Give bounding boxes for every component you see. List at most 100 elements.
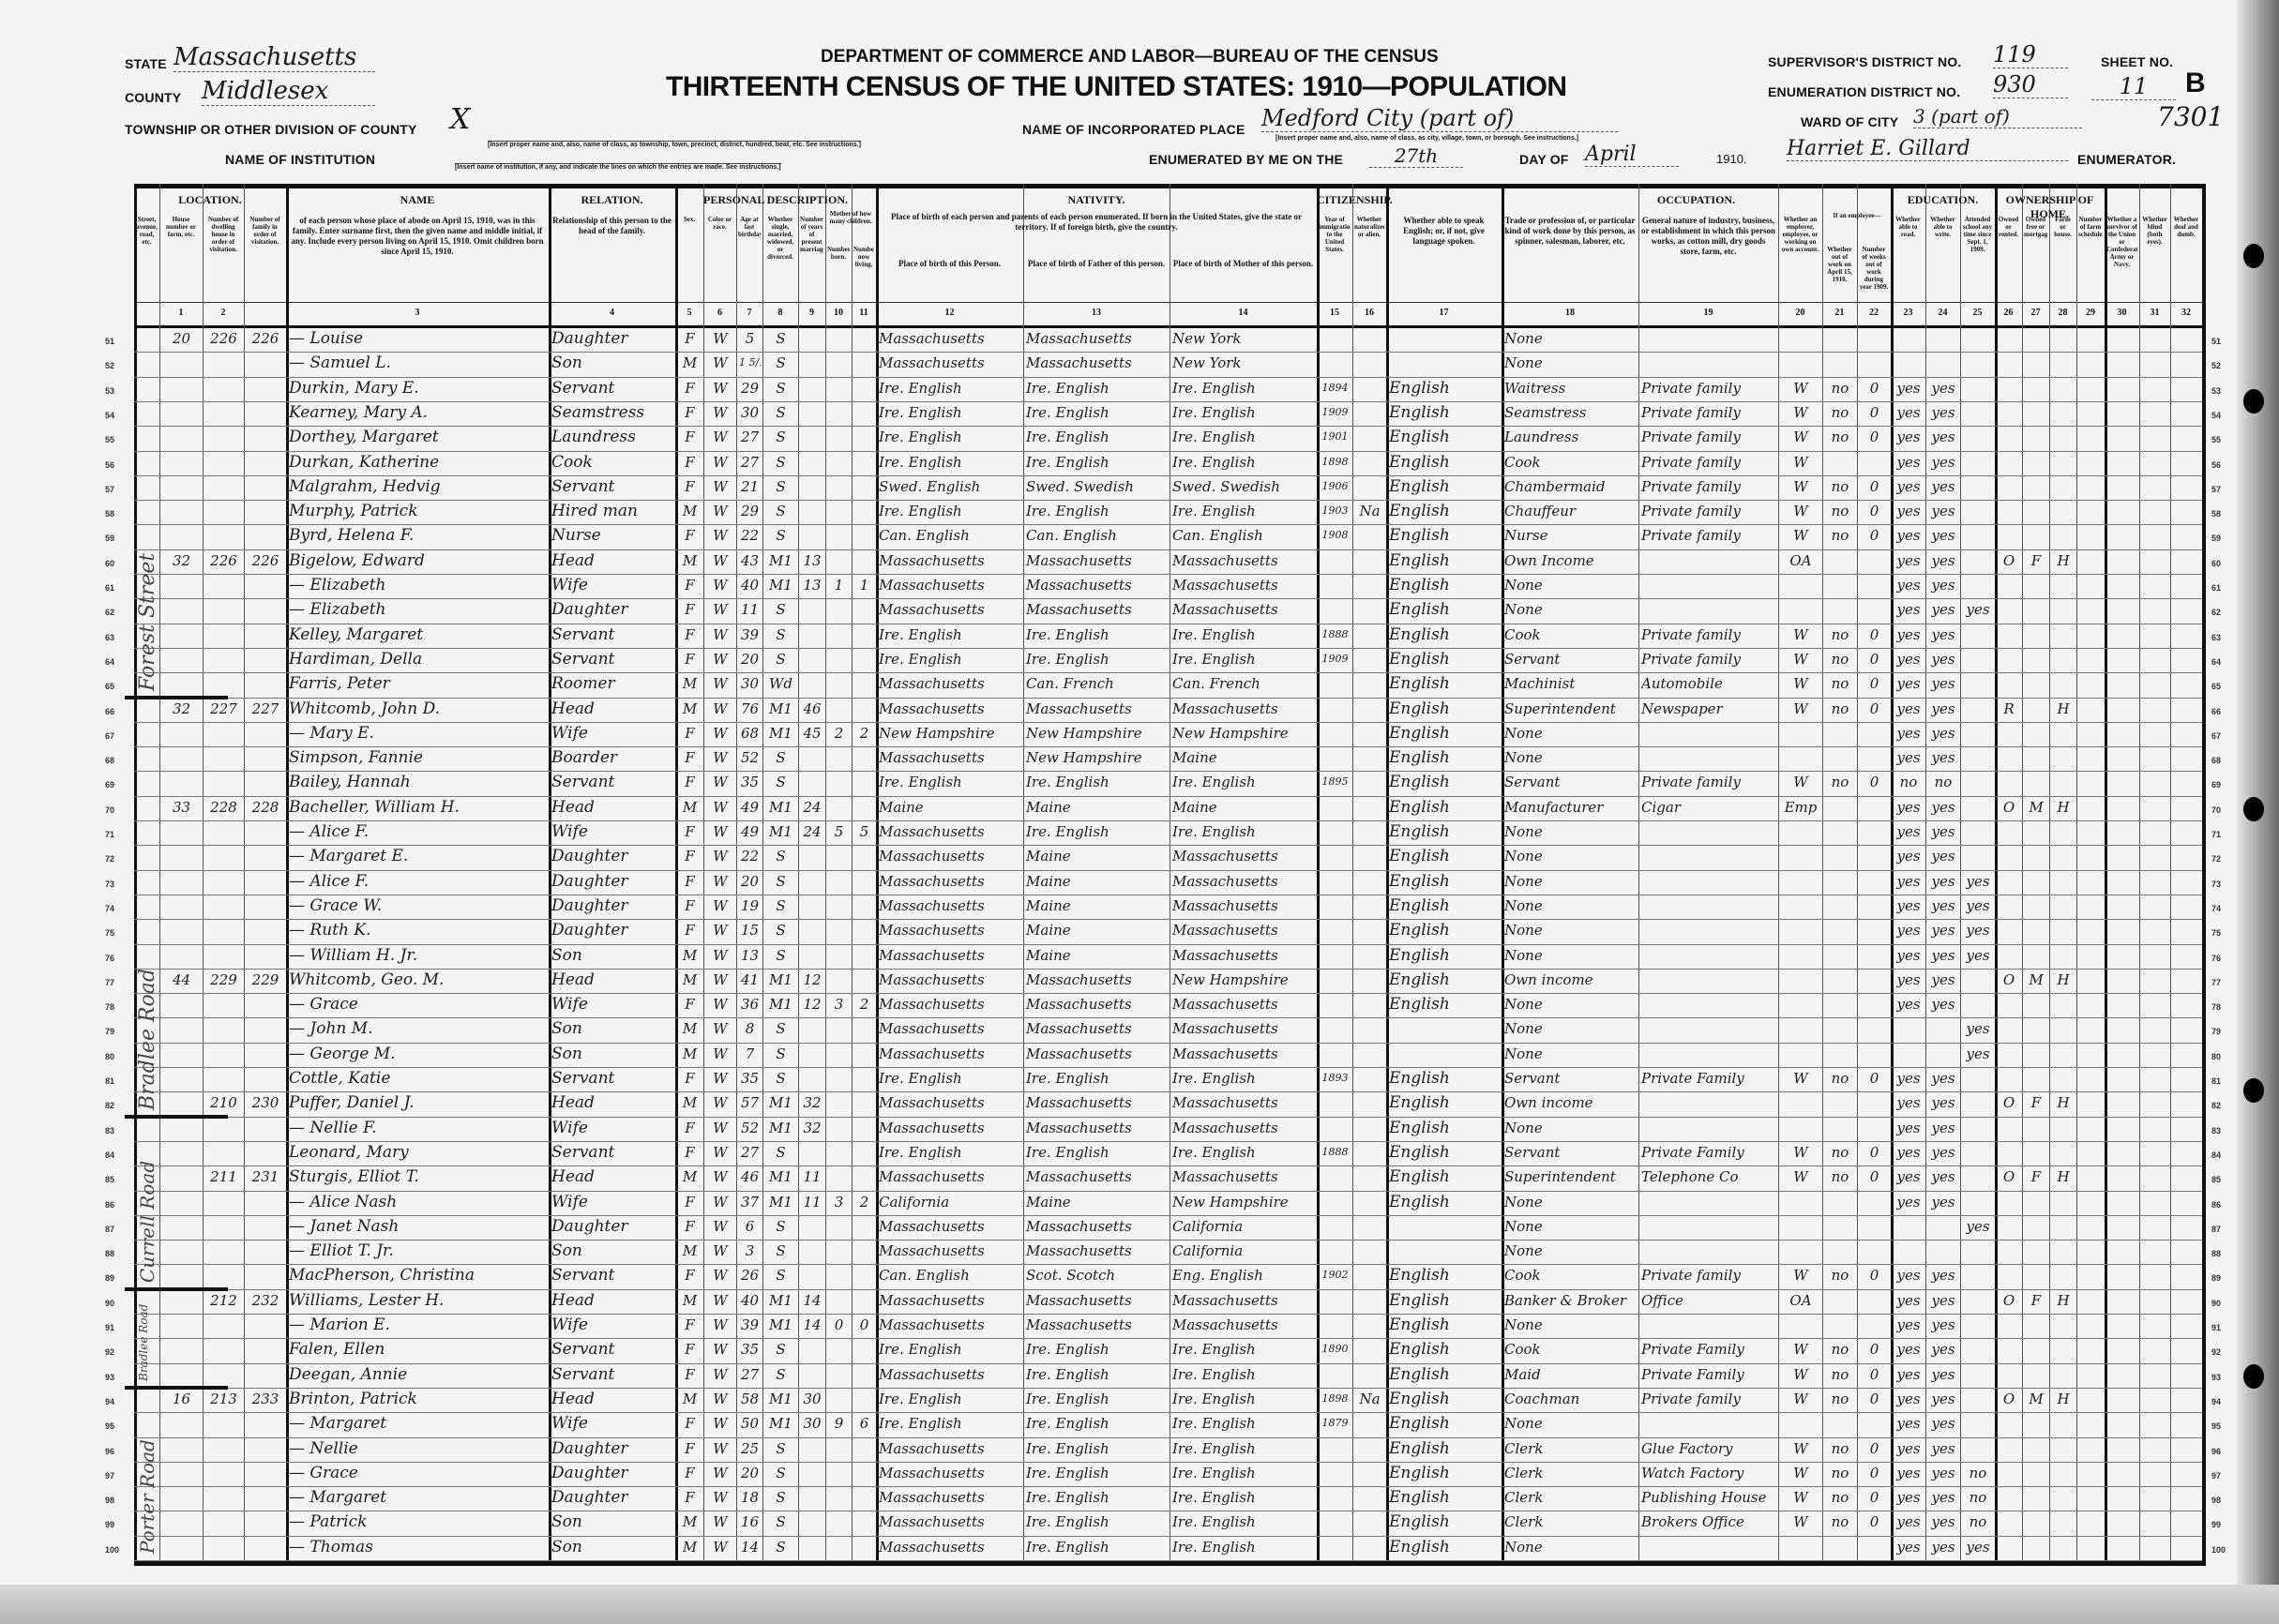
column-header-read: Whether able to read.	[1895, 216, 1921, 238]
cell-sex: F	[685, 996, 695, 1014]
section-personal: PERSONAL DESCRIPTION.	[702, 193, 849, 206]
cell-sex: F	[685, 477, 695, 495]
cell-relation: Wife	[551, 822, 588, 841]
cell-write: yes	[1931, 996, 1955, 1014]
cell-relation: Wife	[551, 995, 588, 1015]
cell-mother-birthplace: Ire. English	[1172, 1070, 1256, 1087]
cell-marital: M1	[769, 1119, 792, 1136]
cell-sex: F	[685, 601, 695, 619]
cell-industry: Watch Factory	[1641, 1464, 1744, 1481]
cell-immigration-year: 1895	[1321, 775, 1349, 789]
cell-immigration-year: 1909	[1321, 652, 1349, 665]
cell-employer-class: W	[1793, 1143, 1808, 1161]
cell-school: no	[1969, 1464, 1987, 1481]
cell-read: no	[1899, 774, 1918, 791]
cell-employer-class: W	[1793, 503, 1808, 520]
cell-age: 27	[740, 1143, 760, 1161]
cell-marital: S	[776, 650, 786, 668]
cell-owned: O	[2002, 798, 2015, 816]
cell-language: English	[1389, 1142, 1450, 1162]
line-number-right: 64	[2211, 656, 2222, 667]
cell-weeks-out: 0	[1869, 1513, 1879, 1531]
cell-father-birthplace: Massachusetts	[1026, 970, 1132, 988]
line-number-left: 80	[105, 1051, 115, 1061]
header-bottom-rule	[134, 325, 2202, 328]
cell-out-of-work: no	[1831, 1464, 1849, 1481]
cell-birthplace: Massachusetts	[879, 1119, 985, 1136]
cell-marital: S	[776, 1045, 786, 1062]
column-header-write: Whether able to write.	[1930, 216, 1955, 238]
section-education: EDUCATION.	[1907, 193, 1979, 206]
cell-mother-birthplace: Maine	[1172, 749, 1217, 767]
cell-read: yes	[1896, 823, 1921, 840]
cell-industry: Private family	[1641, 625, 1741, 643]
line-number-right: 52	[2211, 361, 2222, 371]
cell-marital: M1	[769, 996, 792, 1014]
cell-marital: S	[776, 1464, 786, 1481]
cell-weeks-out: 0	[1869, 675, 1879, 693]
cell-free: M	[2029, 970, 2044, 988]
cell-name: Hardiman, Della	[289, 649, 423, 669]
column-header-out-of-work: Whether out of work on April 15, 1910.	[1827, 246, 1852, 283]
column-number: 31	[2150, 308, 2160, 318]
cell-out-of-work: no	[1831, 503, 1849, 520]
cell-birthplace: Massachusetts	[879, 996, 985, 1014]
enumerator-name: Harriet E. Gillard	[1787, 137, 2068, 161]
cell-industry: Brokers Office	[1641, 1513, 1744, 1531]
cell-read: yes	[1896, 527, 1921, 545]
cell-age: 49	[740, 798, 760, 816]
cell-race: W	[713, 1070, 728, 1087]
column-number: 28	[2058, 308, 2068, 318]
cell-industry: Glue Factory	[1641, 1439, 1733, 1457]
cell-sex: F	[685, 1193, 695, 1210]
cell-race: W	[713, 551, 728, 569]
cell-mother-birthplace: California	[1172, 1242, 1244, 1260]
row-rule	[134, 795, 2202, 797]
column-number: 1	[178, 308, 184, 318]
line-number-right: 54	[2211, 410, 2222, 420]
line-number-left: 98	[105, 1496, 115, 1506]
column-number: 8	[777, 308, 783, 318]
cell-mother-birthplace: Massachusetts	[1172, 996, 1278, 1014]
cell-race: W	[713, 1390, 728, 1407]
row-rule	[134, 1190, 2202, 1192]
cell-owned: R	[2003, 699, 2015, 717]
cell-industry: Private family	[1641, 429, 1741, 446]
cell-read: yes	[1896, 1143, 1921, 1161]
column-header-blind: Whether blind (both eyes).	[2142, 216, 2167, 246]
cell-race: W	[713, 625, 728, 643]
cell-age: 68	[740, 724, 760, 742]
cell-trade: None	[1504, 823, 1543, 840]
cell-birthplace: Ire. English	[879, 774, 962, 791]
cell-race: W	[713, 1341, 728, 1359]
cell-read: yes	[1896, 477, 1921, 495]
cell-trade: None	[1504, 1020, 1543, 1038]
cell-trade: None	[1504, 577, 1543, 594]
line-number-right: 70	[2211, 804, 2222, 815]
cell-sex: F	[685, 527, 695, 545]
cell-father-birthplace: Ire. English	[1026, 1365, 1109, 1383]
cell-race: W	[713, 1094, 728, 1112]
cell-owned: O	[2002, 1291, 2015, 1309]
nativity-note: Place of birth of each person and parent…	[890, 212, 1303, 232]
incorporated-place-label: NAME OF INCORPORATED PLACE	[1022, 122, 1245, 137]
cell-industry: Private family	[1641, 1390, 1741, 1407]
cell-father-birthplace: Ire. English	[1026, 1341, 1109, 1359]
cell-relation: Daughter	[551, 921, 628, 940]
cell-language: English	[1389, 1512, 1450, 1532]
cell-trade: None	[1504, 1316, 1543, 1333]
cell-trade: None	[1504, 1242, 1543, 1260]
cell-trade: Chauffeur	[1504, 503, 1577, 520]
cell-read: yes	[1896, 1267, 1921, 1285]
cell-name: Byrd, Helena F.	[289, 526, 415, 546]
line-number-left: 85	[105, 1175, 115, 1185]
cell-name: Williams, Lester H.	[289, 1290, 445, 1310]
cell-father-birthplace: Ire. English	[1026, 774, 1109, 791]
cell-race: W	[713, 403, 728, 421]
cell-read: yes	[1896, 1070, 1921, 1087]
cell-farm: H	[2057, 1390, 2070, 1407]
column-rule	[1023, 184, 1024, 1561]
punch-hole-mark	[2243, 1364, 2264, 1389]
cell-relation: Daughter	[551, 895, 628, 915]
cell-yrs-married: 24	[803, 823, 822, 840]
